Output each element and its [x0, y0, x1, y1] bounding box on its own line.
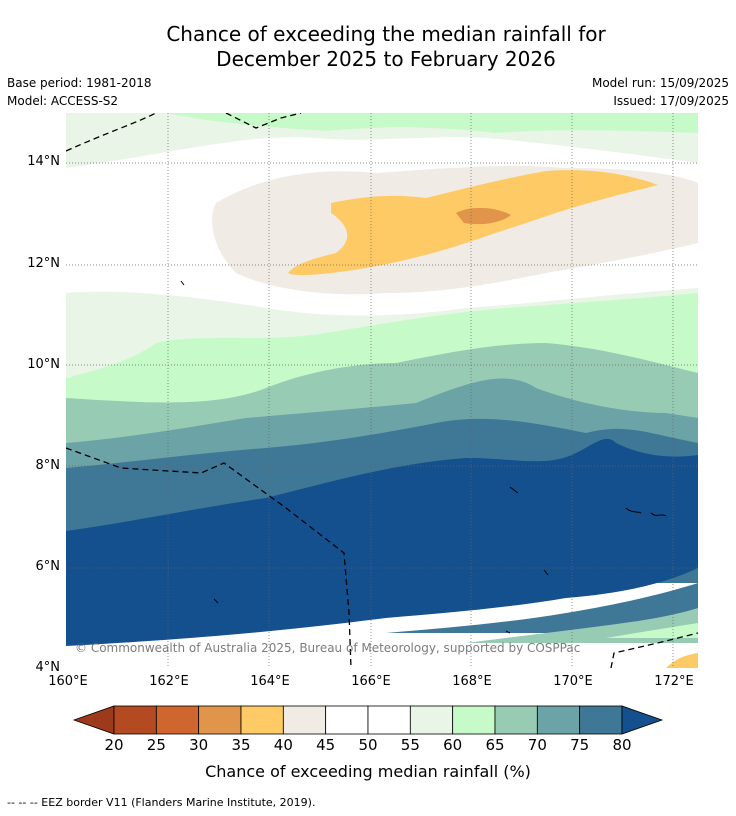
footer-note: -- -- -- EEZ border V11 (Flanders Marine…	[7, 796, 316, 809]
band-75-south	[386, 583, 698, 633]
band-65-top	[166, 113, 698, 133]
issued-date: Issued: 17/09/2025	[613, 94, 729, 108]
colorbar-tick-label: 30	[189, 736, 209, 754]
colorbar-box	[409, 705, 454, 735]
colorbar-tick-label: 45	[316, 736, 336, 754]
lon-label-160: 160°E	[48, 674, 88, 689]
meta-left: Base period: 1981-2018 Model: ACCESS-S2	[7, 74, 152, 110]
colorbar-box	[113, 705, 157, 735]
lon-label-162: 162°E	[149, 674, 189, 689]
lat-label-10: 10°N	[27, 357, 60, 372]
colorbar-tick-label: 40	[273, 736, 293, 754]
colorbar-tick-label: 80	[612, 736, 632, 754]
meta-right: Model run: 15/09/2025 Issued: 17/09/2025	[592, 74, 729, 110]
colorbar-box	[198, 705, 242, 735]
colorbar-box	[282, 705, 327, 735]
colorbar-title: Chance of exceeding median rainfall (%)	[205, 762, 531, 781]
base-period: Base period: 1981-2018	[7, 76, 152, 90]
colorbar-tick-label: 20	[104, 736, 124, 754]
gridlines	[66, 113, 698, 668]
band-65-south	[606, 623, 698, 638]
atolls	[180, 280, 667, 634]
title-line-2: December 2025 to February 2026	[216, 47, 556, 71]
colorbar-box	[325, 705, 369, 735]
lon-label-164: 164°E	[250, 674, 290, 689]
colorbar-tick-label: 65	[485, 736, 505, 754]
model-run: Model run: 15/09/2025	[591, 76, 729, 90]
lat-label-4: 4°N	[35, 660, 61, 675]
title-line-1: Chance of exceeding the median rainfall …	[166, 22, 606, 46]
colorbar-extend-high	[621, 705, 664, 735]
lat-label-8: 8°N	[35, 458, 61, 473]
colorbar-extend-low	[72, 705, 115, 735]
lat-label-6: 6°N	[35, 559, 61, 574]
rainfall-map	[66, 113, 698, 668]
colorbar-box	[240, 705, 284, 735]
lon-label-166: 166°E	[351, 674, 391, 689]
lat-label-14: 14°N	[27, 154, 60, 169]
lon-label-172: 172°E	[654, 674, 694, 689]
lat-label-12: 12°N	[27, 256, 60, 271]
model-name: Model: ACCESS-S2	[7, 94, 119, 108]
lon-label-168: 168°E	[452, 674, 492, 689]
lon-label-170: 170°E	[553, 674, 593, 689]
map-area	[66, 113, 698, 668]
colorbar-tick-label: 50	[358, 736, 378, 754]
colorbar-box	[155, 705, 200, 735]
colorbar-tick-label: 60	[443, 736, 463, 754]
colorbar-box	[494, 705, 538, 735]
colorbar-tick-label: 55	[400, 736, 420, 754]
band-35-southeast	[666, 653, 698, 668]
colorbar-box	[579, 705, 623, 735]
colorbar-tick-label: 35	[231, 736, 251, 754]
colorbar-tick-label: 70	[527, 736, 547, 754]
copyright-text: © Commonwealth of Australia 2025, Bureau…	[75, 641, 581, 655]
eez-borders	[66, 113, 698, 668]
colorbar-tick-label: 25	[146, 736, 166, 754]
colorbar-box	[536, 705, 581, 735]
colorbar-tick-label: 75	[570, 736, 590, 754]
colorbar-box	[367, 705, 411, 735]
colorbar-box	[452, 705, 496, 735]
band-30	[456, 207, 511, 225]
band-80-core	[66, 438, 698, 646]
chart-title: Chance of exceeding the median rainfall …	[0, 22, 736, 72]
